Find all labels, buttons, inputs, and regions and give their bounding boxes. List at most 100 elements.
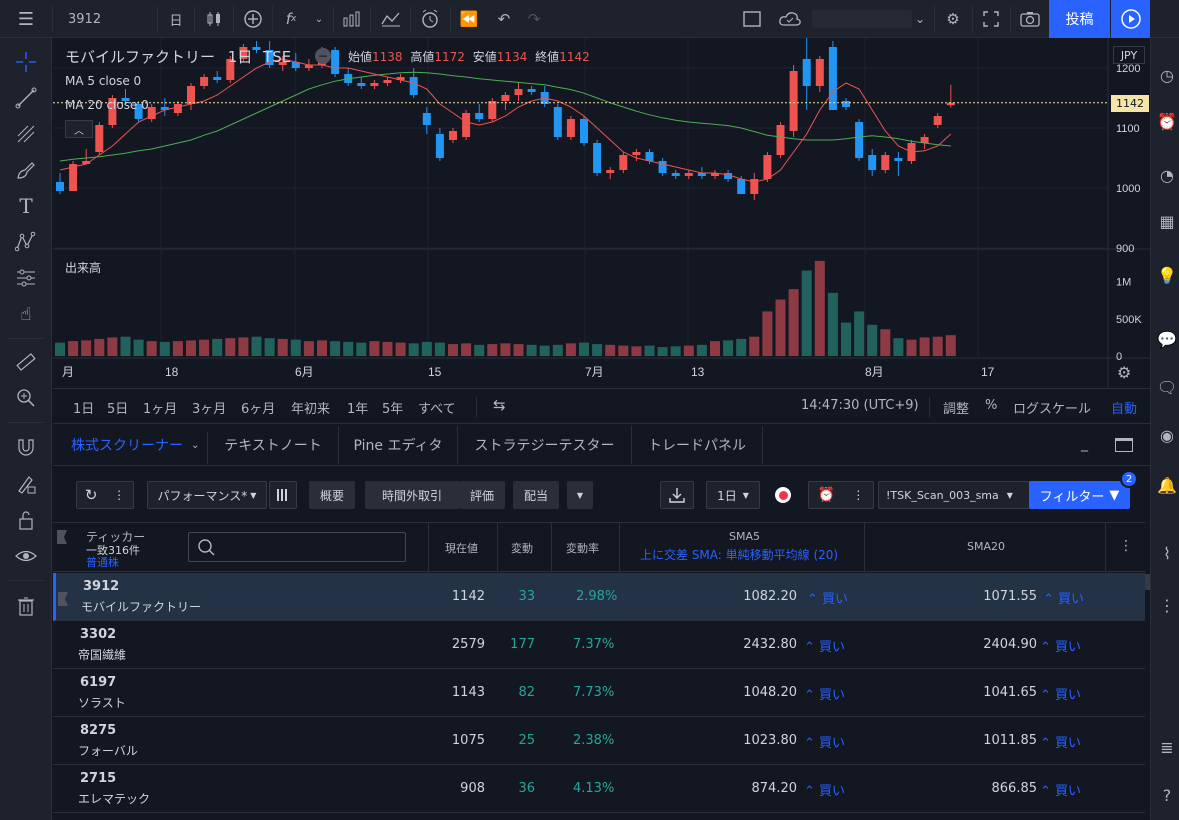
data-window-icon[interactable]: ◔: [1160, 165, 1174, 185]
table-row[interactable]: 3912 モバイルファクトリー 1142 33 2.98% 1082.20 ⌃ 買い 1071…: [53, 573, 1145, 621]
layout-dropdown-icon[interactable]: ⌄: [914, 12, 926, 26]
auto-scale-toggle[interactable]: 自動: [1111, 402, 1138, 417]
fib-tool-icon[interactable]: [0, 116, 52, 152]
ticker-header[interactable]: ティッカー: [86, 530, 146, 544]
range-1y[interactable]: 1年: [347, 402, 369, 417]
sma5-header[interactable]: SMA5: [729, 530, 760, 543]
brush-icon[interactable]: [0, 152, 52, 188]
help-icon[interactable]: ?: [1162, 785, 1172, 805]
change-percent-header[interactable]: 変動率: [566, 542, 599, 555]
sma20-signal-wrap[interactable]: ⌃ 買い: [1040, 636, 1081, 655]
dividend-button[interactable]: 配当: [513, 481, 559, 509]
overview-button[interactable]: 概要: [309, 481, 355, 509]
interval-button[interactable]: 日: [169, 13, 183, 29]
sma5-signal-wrap[interactable]: ⌃ 買い: [804, 684, 845, 703]
candle-style-icon[interactable]: [197, 0, 231, 38]
table-row[interactable]: 2715 エレマテック 908 36 4.13% 874.20 ⌃ 買い 866.85 ⌃ 買い: [53, 765, 1145, 813]
common-stock-filter[interactable]: 普通株: [86, 556, 119, 569]
undo-icon[interactable]: ↶: [497, 10, 511, 28]
sma5-filter-condition[interactable]: 上に交差 SMA: 単純移動平均線 (20): [640, 548, 839, 562]
eye-icon[interactable]: [0, 538, 52, 574]
menu-icon[interactable]: ☰: [17, 8, 35, 30]
volume-legend[interactable]: 出来高: [65, 261, 102, 275]
sma20-header[interactable]: SMA20: [967, 540, 1005, 553]
adjust-toggle[interactable]: 調整: [943, 402, 970, 417]
alert-icon[interactable]: [413, 0, 447, 38]
alert-button[interactable]: ⏰ ⋮: [808, 481, 874, 509]
sma20-signal-wrap[interactable]: ⌃ 買い: [1043, 588, 1084, 607]
currency-badge[interactable]: JPY: [1113, 46, 1145, 64]
signal-icon[interactable]: ◉: [1160, 425, 1174, 445]
lock-drawing-icon[interactable]: [0, 466, 52, 502]
sma20-signal-wrap[interactable]: ⌃ 買い: [1040, 732, 1081, 751]
percent-toggle[interactable]: %: [985, 398, 998, 413]
ticker-search-input[interactable]: [188, 532, 406, 562]
ruler-icon[interactable]: [0, 344, 52, 380]
collapse-indicators-icon[interactable]: ︿: [65, 120, 93, 138]
hotlist-icon[interactable]: ⋮: [1159, 595, 1175, 615]
layers-icon[interactable]: ≣: [1160, 737, 1174, 757]
price-chart[interactable]: 1200 1100 1000 900 1M 500K 0 月 18 6月 15 7月 13 8月 17 モバ…: [53, 38, 1150, 388]
log-scale-toggle[interactable]: ログスケール: [1013, 402, 1092, 417]
column-set-dropdown[interactable]: パフォーマンス* ▼: [147, 481, 267, 509]
camera-snapshot-icon[interactable]: [1013, 0, 1047, 38]
post-button[interactable]: 投稿: [1049, 0, 1110, 38]
pattern-icon[interactable]: [0, 224, 52, 260]
play-icon[interactable]: [1111, 0, 1150, 38]
valuation-button[interactable]: 評価: [459, 481, 505, 509]
range-6m[interactable]: 6ヶ月: [241, 402, 276, 417]
layout-name-blurred[interactable]: [812, 10, 912, 28]
sma5-signal-wrap[interactable]: ⌃ 買い: [804, 780, 845, 799]
alerts-clock-icon[interactable]: ⏰: [1157, 111, 1177, 131]
sma20-signal-wrap[interactable]: ⌃ 買い: [1040, 684, 1081, 703]
crosshair-icon[interactable]: [0, 44, 52, 80]
ma20-legend[interactable]: MA 20 close 0: [65, 98, 149, 112]
table-row[interactable]: 8275 フォーバル 1075 25 2.38% 1023.80 ⌃ 買い 1011.85 ⌃ …: [53, 717, 1145, 765]
collapse-legend-icon[interactable]: −: [315, 48, 331, 64]
hand-icon[interactable]: ☝: [20, 303, 32, 325]
trash-icon[interactable]: [0, 588, 52, 624]
order-book-icon[interactable]: ⌇: [1163, 543, 1171, 563]
watchlist-clock-icon[interactable]: ◷: [1160, 65, 1174, 85]
price-header[interactable]: 現在値: [445, 542, 478, 555]
table-row[interactable]: 6197 ソラスト 1143 82 7.73% 1048.20 ⌃ 買い 1041.65 ⌃ 買…: [53, 669, 1145, 717]
unlock-icon[interactable]: [0, 502, 52, 538]
text-tool-icon[interactable]: T: [19, 194, 33, 218]
goto-date-icon[interactable]: ⇆: [493, 396, 506, 414]
messages-icon[interactable]: 🗨: [1156, 377, 1178, 397]
clock-time[interactable]: 14:47:30 (UTC+9): [801, 398, 919, 413]
range-1d[interactable]: 1日: [73, 402, 95, 417]
range-5y[interactable]: 5年: [382, 402, 404, 417]
flag-icon[interactable]: [57, 530, 67, 544]
range-all[interactable]: すべて: [418, 402, 456, 417]
extended-hours-button[interactable]: 時間外取引: [365, 481, 459, 509]
scan-name-dropdown[interactable]: !TSK_Scan_003_sma ▼: [878, 481, 1030, 509]
fullscreen-icon[interactable]: [975, 0, 1007, 38]
range-1m[interactable]: 1ヶ月: [143, 402, 178, 417]
row-flag-icon[interactable]: [58, 592, 68, 606]
compare-chart-icon[interactable]: [374, 0, 408, 38]
sma5-signal-wrap[interactable]: ⌃ 買い: [804, 732, 845, 751]
chat-icon[interactable]: 💬: [1157, 329, 1177, 349]
columns-icon[interactable]: [269, 481, 297, 509]
interval-dropdown[interactable]: 1日 ▼: [706, 481, 760, 509]
range-ytd[interactable]: 年初来: [291, 402, 331, 417]
change-header[interactable]: 変動: [511, 542, 533, 555]
tab-strategy-tester[interactable]: ストラテジーテスター: [458, 426, 632, 464]
templates-icon[interactable]: [336, 0, 368, 38]
trend-line-icon[interactable]: [0, 80, 52, 116]
tab-stock-screener[interactable]: 株式スクリーナー ⌄: [53, 426, 207, 464]
notifications-bell-icon[interactable]: 🔔: [1157, 475, 1177, 495]
tab-text-notes[interactable]: テキストノート: [208, 426, 339, 464]
range-5d[interactable]: 5日: [107, 402, 129, 417]
settings-gear-icon[interactable]: ⚙: [946, 10, 960, 28]
maximize-panel-icon[interactable]: [1115, 438, 1133, 452]
record-icon[interactable]: [775, 487, 791, 503]
zoom-in-icon[interactable]: [0, 380, 52, 416]
sma20-signal-wrap[interactable]: ⌃ 買い: [1040, 780, 1081, 799]
minimize-panel-icon[interactable]: _: [1081, 436, 1088, 452]
tab-trade-panel[interactable]: トレードパネル: [632, 426, 763, 464]
sma5-signal-wrap[interactable]: ⌃ 買い: [804, 636, 845, 655]
prediction-icon[interactable]: [0, 260, 52, 296]
